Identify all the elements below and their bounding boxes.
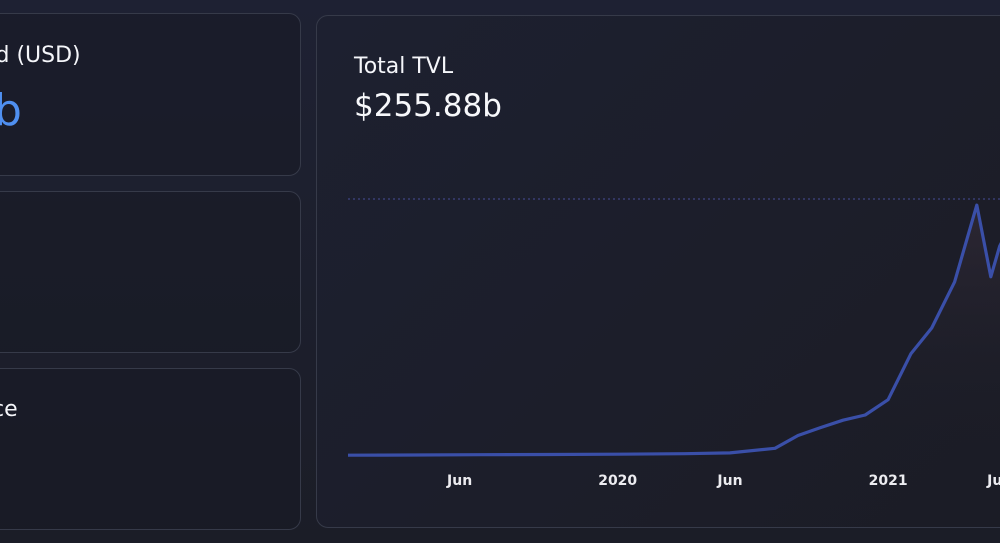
tvl-area-fill (348, 205, 1000, 456)
left-card-label: ked (USD) (0, 43, 81, 68)
x-tick-label: 2021 (869, 473, 908, 489)
x-tick-label: Jun (986, 473, 1000, 489)
left-card-value: 3b (0, 85, 22, 136)
x-axis-ticks: Jun 2020 Jun 2021 Jun (446, 473, 1000, 489)
chart-total-value: $255.88b (354, 88, 502, 124)
chart-title: Total TVL (354, 54, 454, 79)
left-stat-card-bottom (0, 368, 301, 530)
tvl-series-line (347, 203, 1000, 457)
x-tick-label: 2020 (598, 473, 637, 489)
left-bottom-card-label: ce (0, 397, 18, 422)
x-tick-label: Jun (446, 473, 472, 489)
left-stat-card-middle (0, 191, 301, 353)
left-stat-card-top (0, 13, 301, 176)
x-tick-label: Jun (716, 473, 742, 489)
